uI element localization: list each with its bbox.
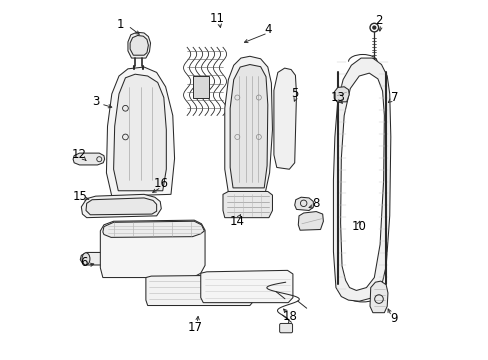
Text: 3: 3 — [92, 95, 99, 108]
Text: 13: 13 — [329, 91, 345, 104]
Polygon shape — [223, 192, 272, 218]
Polygon shape — [86, 198, 156, 215]
Polygon shape — [100, 220, 204, 278]
Text: 12: 12 — [71, 148, 86, 161]
Circle shape — [371, 26, 376, 30]
Text: 9: 9 — [389, 311, 397, 325]
Text: 2: 2 — [374, 14, 382, 27]
Text: 11: 11 — [210, 12, 224, 25]
Polygon shape — [73, 153, 104, 165]
Polygon shape — [333, 87, 348, 102]
Text: 17: 17 — [187, 320, 202, 333]
Polygon shape — [201, 270, 292, 303]
Text: 7: 7 — [390, 91, 397, 104]
Polygon shape — [192, 76, 208, 98]
Polygon shape — [333, 58, 390, 301]
Text: 15: 15 — [73, 190, 87, 203]
Text: 8: 8 — [312, 197, 319, 210]
Text: 1: 1 — [117, 18, 124, 31]
FancyBboxPatch shape — [279, 323, 292, 333]
Polygon shape — [230, 64, 267, 188]
Polygon shape — [224, 56, 272, 193]
Text: 14: 14 — [229, 215, 244, 228]
Polygon shape — [80, 252, 108, 265]
Polygon shape — [145, 275, 253, 306]
Text: 10: 10 — [351, 220, 366, 233]
Polygon shape — [298, 212, 323, 230]
Polygon shape — [81, 194, 161, 218]
Text: 6: 6 — [80, 256, 87, 269]
Polygon shape — [130, 36, 148, 55]
Text: 18: 18 — [283, 310, 297, 323]
Text: 5: 5 — [290, 87, 298, 100]
Polygon shape — [102, 221, 204, 237]
Ellipse shape — [82, 253, 90, 265]
Polygon shape — [294, 197, 313, 211]
Polygon shape — [273, 68, 296, 169]
Polygon shape — [128, 32, 150, 58]
Polygon shape — [340, 73, 384, 291]
Text: 4: 4 — [264, 23, 271, 36]
Polygon shape — [106, 67, 174, 196]
Polygon shape — [113, 74, 166, 191]
Text: 16: 16 — [154, 177, 168, 190]
Polygon shape — [369, 281, 387, 313]
